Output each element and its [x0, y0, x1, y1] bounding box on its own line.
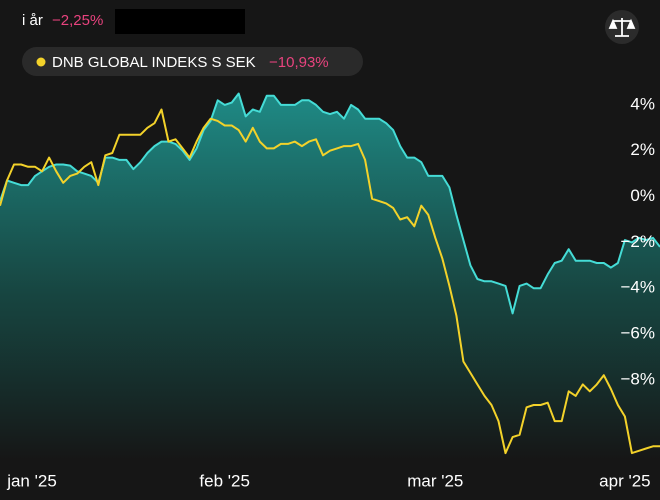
y-tick-label: 2%: [630, 140, 655, 159]
x-tick-label: mar '25: [407, 471, 463, 490]
legend-marker: [36, 57, 46, 67]
line: [0, 92, 660, 315]
redacted-box: [115, 9, 245, 34]
period-label: i år: [22, 12, 43, 29]
x-tick-label: feb '25: [199, 471, 250, 490]
y-tick-label: −8%: [621, 369, 656, 388]
compare-button[interactable]: [605, 10, 639, 44]
y-tick-label: −2%: [621, 232, 656, 251]
y-tick-label: 0%: [630, 186, 655, 205]
legend-return: −10,93%: [269, 54, 329, 71]
legend-pill[interactable]: [22, 47, 363, 76]
y-tick-label: −4%: [621, 278, 656, 297]
x-tick-label: apr '25: [599, 471, 650, 490]
y-tick-label: 4%: [630, 94, 655, 113]
legend-label: DNB GLOBAL INDEKS S SEK: [52, 54, 256, 71]
y-tick-label: −6%: [621, 323, 656, 342]
scale-icon: [608, 18, 636, 37]
line: [0, 108, 660, 455]
period-return: −2,25%: [52, 12, 103, 29]
area: [0, 93, 660, 460]
x-tick-label: jan '25: [6, 471, 57, 490]
